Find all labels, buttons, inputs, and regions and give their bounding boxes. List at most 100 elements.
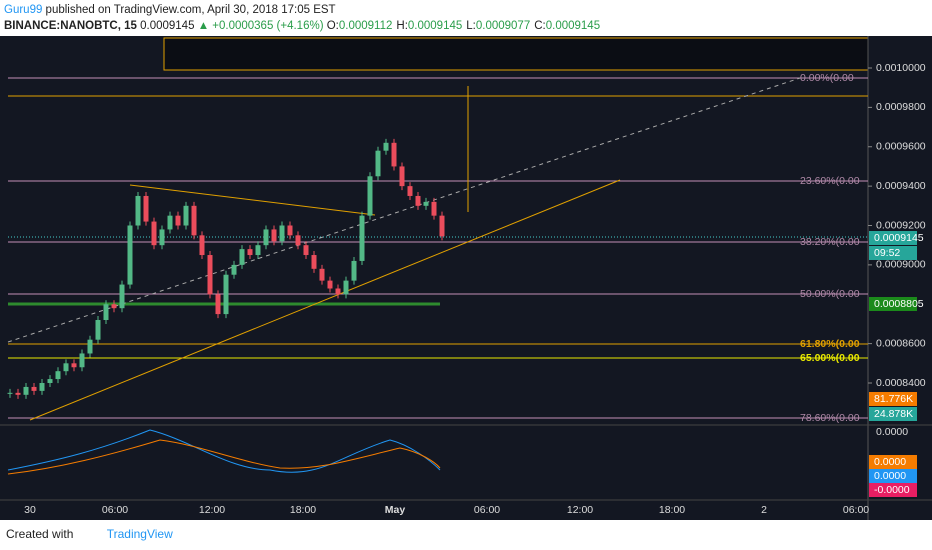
badge-bg [869,246,917,260]
candle [343,280,349,295]
candle [71,363,77,368]
candle [311,255,317,269]
y-tick-label: 0.0009000 [876,259,926,271]
candle [199,235,205,256]
ohlc: O:0.0009112 H:0.0009145 L:0.0009077 C:0.000… [327,20,604,32]
candle [367,176,373,216]
candle [63,363,69,372]
x-tick-label: 30 [24,504,36,516]
header-line1: Guru99 published on TradingView.com, Apr… [4,2,604,18]
badge: 0.0000 [874,470,906,482]
badge-bg [869,392,917,406]
y-tick-label: 0.0009400 [876,180,926,192]
brand[interactable]: TradingView [106,527,173,541]
y-tick-label: 0.0008400 [876,377,926,389]
candle [247,249,253,256]
candle [271,229,277,242]
badge-bg [869,469,917,483]
author[interactable]: Guru99 [4,4,43,16]
fib-label: 23.60%(0.00 [800,175,860,187]
candle [143,195,149,222]
candle [79,353,85,368]
y-tick-label: 0.0009600 [876,141,926,153]
created: Created with [6,527,74,541]
last: 0.0009145 [140,20,195,32]
badge: 0.0009145 [874,232,924,244]
candle [175,215,181,226]
candle [87,339,93,354]
candle [55,371,61,380]
x-tick-label: 06:00 [474,504,500,516]
x-tick-label: May [385,504,406,516]
header-line2: BINANCE:NANOBTC, 15 0.0009145 ▲ +0.00003… [4,18,604,34]
candle [207,255,213,295]
change: ▲ +0.0000365 (+4.16%) [197,20,324,32]
ohlc-value: 0.0009077 [475,20,531,32]
badge-bg [869,455,917,469]
fib-label: 65.00%(0.00 [800,352,860,364]
x-tick-label: 12:00 [199,504,225,516]
candle [23,386,29,395]
badge: 09:52 [874,247,900,259]
candle [327,280,333,289]
badge: 0.0000 [874,456,906,468]
macd-axis-label: 0.0000 [876,426,908,438]
candle [383,142,389,151]
candle [407,186,413,196]
fib-label: 38.20%(0.00 [800,236,860,248]
candle [375,150,381,177]
x-tick-label: 2 [761,504,767,516]
fib-label: 0.00%(0.00 [800,72,854,84]
candle [127,225,133,285]
published: published on TradingView.com, April 30, … [42,4,336,16]
fib-label: 78.60%(0.00 [800,412,860,424]
candle [263,229,269,246]
badge: -0.0000 [874,484,910,496]
y-tick-label: 0.0010000 [876,62,926,74]
candle [159,229,165,246]
candle [335,288,341,295]
candle [279,225,285,242]
footer: Created with TradingView [6,527,173,541]
y-tick-label: 0.0009800 [876,101,926,113]
badge: 24.878K [874,408,913,420]
candle [351,260,357,281]
macd-line [7,429,441,473]
candle [415,195,421,206]
candle [47,379,53,383]
x-tick-label: 18:00 [290,504,316,516]
fib-lines [7,77,868,421]
badge-bg [869,297,917,311]
candle [119,284,125,309]
candle [431,201,437,216]
fib-label: 61.80%(0.00 [800,338,860,350]
badge-bg [869,483,917,497]
fib-label: 50.00%(0.00 [800,288,860,300]
candle [151,221,157,246]
candle [215,294,221,315]
ohlc-value: 0.0009145 [545,20,601,32]
candle [391,142,397,167]
ohlc-key: O: [326,20,339,32]
x-tick-label: 18:00 [659,504,685,516]
candle [7,392,13,394]
badge: 0.0008805 [874,298,924,310]
candle [239,249,245,265]
x-tick-label: 12:00 [567,504,593,516]
candle [95,320,101,340]
candle [255,245,261,256]
candle [295,235,301,246]
candle [15,392,21,395]
badge-bg [869,231,917,245]
ohlc-key: H: [396,20,408,32]
candle [167,215,173,230]
y-tick-label: 0.0008600 [876,337,926,349]
background [0,36,932,520]
ohlc-key: C: [534,20,546,32]
candle [231,264,237,275]
candle [303,245,309,256]
candle [135,195,141,226]
candle [111,304,117,309]
candle [103,304,109,320]
